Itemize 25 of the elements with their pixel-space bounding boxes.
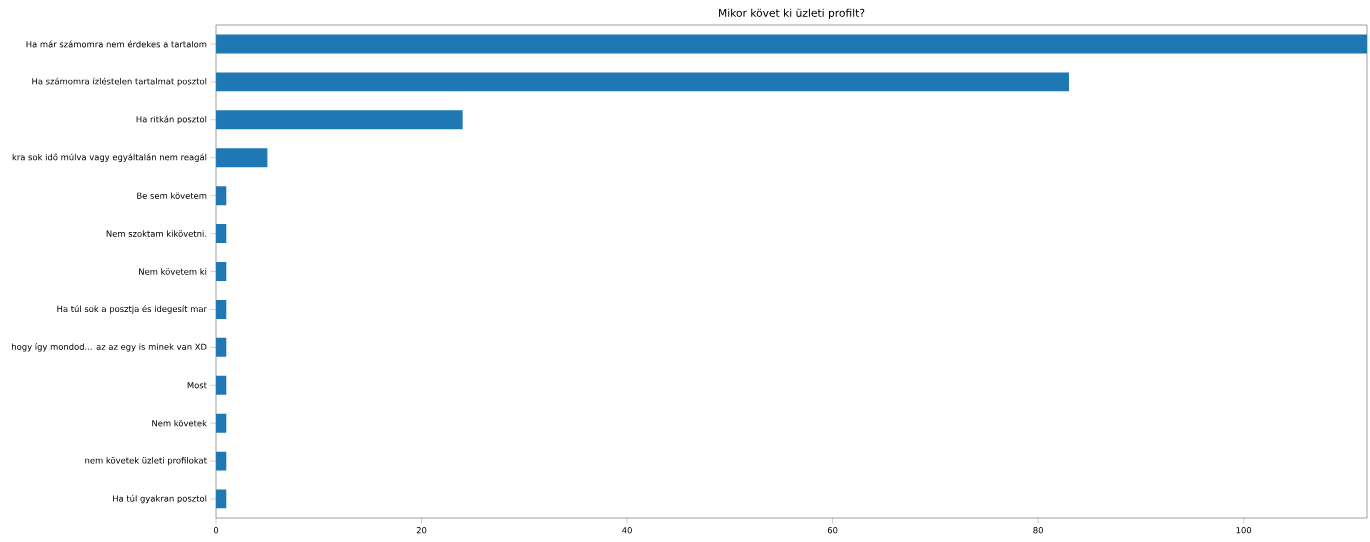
y-tick-label: Ha számomra ízléstelen tartalmat posztol <box>32 77 207 87</box>
x-tick-label: 60 <box>827 527 838 534</box>
y-tick-label: Most <box>187 382 207 389</box>
x-tick-label: 100 <box>1236 527 1252 534</box>
y-tick-label: Ha túl sok a posztja és idegesít mar <box>57 305 207 314</box>
x-tick-label: 40 <box>622 527 632 534</box>
y-tick-label: Ha túl gyakran posztol <box>113 494 207 504</box>
y-tick-label: Nem követem ki <box>139 268 207 275</box>
x-tick-label: 20 <box>416 527 427 534</box>
x-tick-label: 0 <box>213 527 219 534</box>
chart-title: Mikor követ ki üzleti profilt? <box>719 8 865 19</box>
bar <box>216 72 1069 92</box>
bar <box>216 299 227 319</box>
y-tick-label: Nem szoktam kikövetni. <box>106 230 207 237</box>
y-tick-label: Ha már számomra nem érdekes a tartalom <box>26 40 207 48</box>
y-tick-label: Nem követek <box>152 419 207 427</box>
bar <box>216 110 463 130</box>
bar <box>216 148 268 168</box>
y-tick-label: Be sem követem <box>137 192 207 199</box>
y-tick-label: kra sok idő múlva vagy egyáltalán nem reagál <box>12 153 207 162</box>
y-tick-label: hogy így mondod... az az egy is minek van XD <box>12 343 207 352</box>
x-tick-label: 80 <box>1033 527 1043 534</box>
y-tick-label: nem követek üzleti profilokat <box>85 457 207 466</box>
bar <box>216 34 1367 54</box>
y-tick-label: Ha ritkán posztol <box>136 115 207 125</box>
